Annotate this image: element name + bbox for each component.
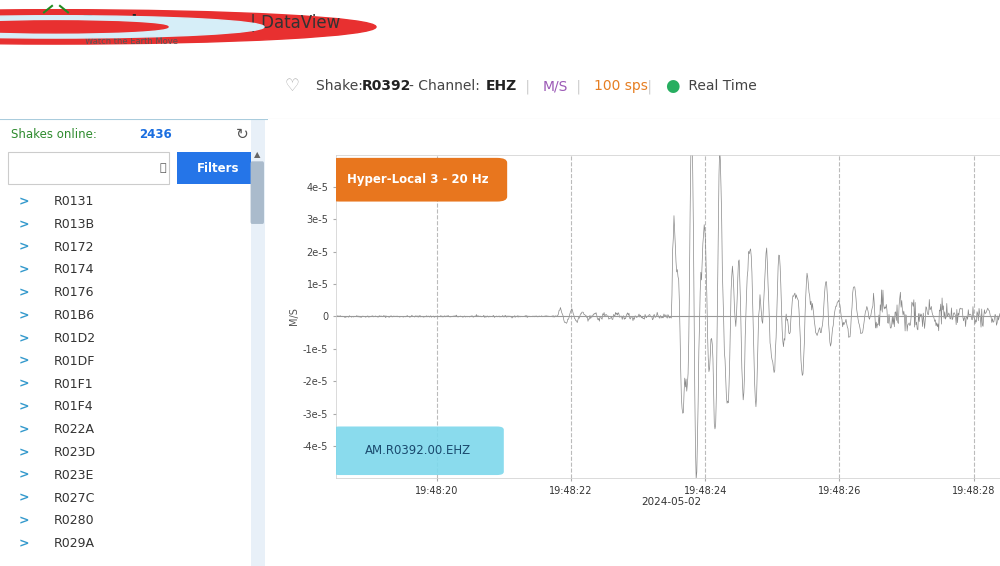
Text: | DataView: | DataView xyxy=(245,14,340,32)
Y-axis label: M/S: M/S xyxy=(289,307,299,325)
Text: Raspberry: Raspberry xyxy=(82,14,192,32)
Text: >: > xyxy=(19,514,29,528)
FancyBboxPatch shape xyxy=(8,152,169,184)
Text: R01B6: R01B6 xyxy=(54,309,95,322)
Text: R027C: R027C xyxy=(54,491,95,504)
Circle shape xyxy=(0,21,168,33)
Text: R0176: R0176 xyxy=(54,286,94,299)
Text: >: > xyxy=(19,423,29,436)
FancyBboxPatch shape xyxy=(329,158,507,201)
Text: R022A: R022A xyxy=(54,423,95,436)
Text: ≡: ≡ xyxy=(12,17,31,37)
Text: Shakes online:: Shakes online: xyxy=(11,128,100,141)
Text: >: > xyxy=(19,400,29,413)
Text: EHZ: EHZ xyxy=(486,79,517,93)
Text: |: | xyxy=(572,79,585,93)
Text: ♡: ♡ xyxy=(284,78,299,95)
Text: 2436: 2436 xyxy=(139,128,172,141)
Text: >: > xyxy=(19,537,29,550)
Text: >: > xyxy=(19,286,29,299)
Text: 100 sps: 100 sps xyxy=(594,79,648,93)
Text: >: > xyxy=(19,378,29,391)
Bar xyxy=(177,152,260,184)
Text: >: > xyxy=(19,309,29,322)
Text: >: > xyxy=(19,355,29,368)
Text: Shake: Shake xyxy=(175,14,237,32)
Text: R0131: R0131 xyxy=(54,195,94,208)
Text: R01F4: R01F4 xyxy=(54,400,93,413)
Circle shape xyxy=(0,10,376,44)
Text: ●: ● xyxy=(665,78,679,95)
Text: AM.R0392.00.EHZ: AM.R0392.00.EHZ xyxy=(365,444,471,457)
X-axis label: 2024-05-02: 2024-05-02 xyxy=(642,498,702,507)
Text: >: > xyxy=(19,218,29,231)
Text: R023E: R023E xyxy=(54,469,94,482)
Text: Real Time: Real Time xyxy=(684,79,757,93)
Text: R023D: R023D xyxy=(54,446,96,459)
Text: >: > xyxy=(19,241,29,254)
Text: >: > xyxy=(19,332,29,345)
Text: R0280: R0280 xyxy=(54,514,94,528)
Text: R013B: R013B xyxy=(54,218,95,231)
Text: 🔍: 🔍 xyxy=(159,163,166,173)
Text: R0392: R0392 xyxy=(362,79,411,93)
Text: Watch the Earth Move: Watch the Earth Move xyxy=(85,37,178,46)
Text: ↻: ↻ xyxy=(236,127,249,142)
Text: ®: ® xyxy=(232,18,243,28)
FancyBboxPatch shape xyxy=(333,427,504,475)
Circle shape xyxy=(0,16,264,38)
Text: R0174: R0174 xyxy=(54,264,94,277)
Text: |: | xyxy=(521,79,534,93)
Text: >: > xyxy=(19,469,29,482)
Bar xyxy=(251,119,265,566)
Text: ▲: ▲ xyxy=(254,150,261,159)
Text: R01F1: R01F1 xyxy=(54,378,93,391)
FancyBboxPatch shape xyxy=(251,161,264,224)
Text: M/S: M/S xyxy=(542,79,568,93)
Text: R029A: R029A xyxy=(54,537,95,550)
Text: - Channel:: - Channel: xyxy=(409,79,484,93)
Text: Filters: Filters xyxy=(197,161,240,174)
Text: >: > xyxy=(19,446,29,459)
Text: R0172: R0172 xyxy=(54,241,94,254)
Text: >: > xyxy=(19,491,29,504)
Text: >: > xyxy=(19,195,29,208)
Text: R01DF: R01DF xyxy=(54,355,95,368)
Text: Shake:: Shake: xyxy=(316,79,367,93)
Text: Hyper-Local 3 - 20 Hz: Hyper-Local 3 - 20 Hz xyxy=(347,173,489,186)
Text: >: > xyxy=(19,264,29,277)
Text: |: | xyxy=(643,79,656,93)
Text: R01D2: R01D2 xyxy=(54,332,96,345)
